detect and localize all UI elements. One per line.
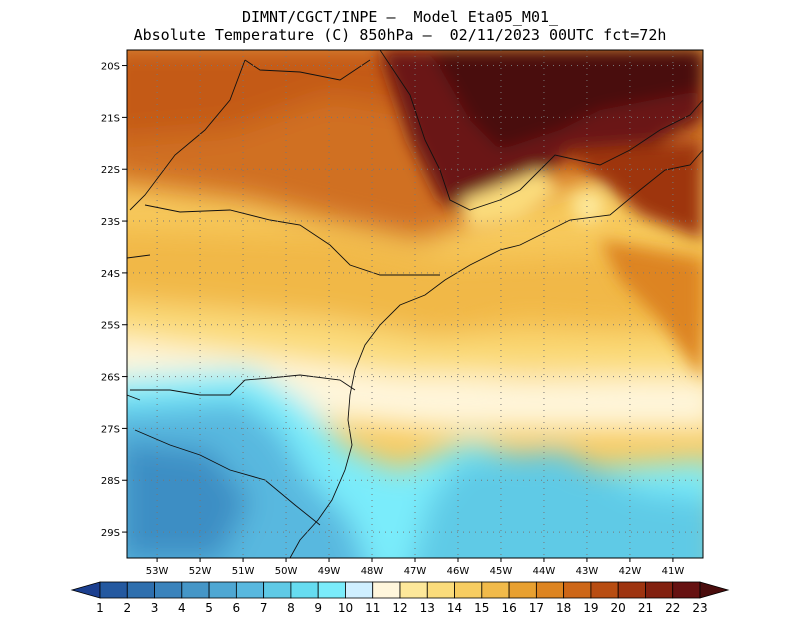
- lon-tick-label: 47W: [404, 566, 427, 577]
- lat-tick-label: 21S: [101, 113, 120, 124]
- colorbar-box: [126, 581, 155, 599]
- lon-axis: 53W 52W 51W 50W 49W 48W 47W 46W 45W 44W 43W 42W 41W: [146, 558, 685, 577]
- ms-border: [244, 59, 371, 81]
- lat-tick-label: 23S: [101, 217, 120, 228]
- colorbar-label: 13: [420, 601, 435, 615]
- lat-tick-label: 20S: [101, 62, 120, 73]
- colorbar-box: [563, 581, 592, 599]
- colorbar-box: [372, 581, 401, 599]
- colorbar-label: 5: [205, 601, 213, 615]
- temperature-field: [127, 50, 703, 558]
- title-line-2: Absolute Temperature (C) 850hPa — 02/11/…: [133, 26, 667, 44]
- colorbar-label: 20: [611, 601, 626, 615]
- lon-tick-label: 42W: [619, 566, 642, 577]
- colorbar-label: 6: [233, 601, 241, 615]
- title-line-1: DIMNT/CGCT/INPE — Model Eta05_M01_: [241, 8, 559, 26]
- colorbar-label: 12: [392, 601, 407, 615]
- colorbar-label: 22: [665, 601, 680, 615]
- lon-tick-label: 52W: [189, 566, 212, 577]
- colorbar-box: [481, 581, 510, 599]
- colorbar-label: 11: [365, 601, 380, 615]
- colorbar-label: 19: [583, 601, 598, 615]
- colorbar-box: [508, 581, 537, 599]
- lat-tick-label: 26S: [101, 373, 120, 384]
- lat-tick-label: 28S: [101, 476, 120, 487]
- colorbar-label: 7: [260, 601, 268, 615]
- lon-tick-label: 43W: [576, 566, 599, 577]
- colorbar-box: [235, 581, 265, 599]
- lon-tick-label: 50W: [275, 566, 298, 577]
- colorbar-box: [208, 581, 237, 599]
- lon-tick-label: 48W: [361, 566, 384, 577]
- colorbar-box: [317, 581, 346, 599]
- colorbar-box: [399, 581, 428, 599]
- lon-tick-label: 45W: [490, 566, 513, 577]
- colorbar-label: 14: [447, 601, 462, 615]
- lat-tick-label: 25S: [101, 321, 120, 332]
- colorbar-label: 10: [338, 601, 353, 615]
- colorbar-label: 2: [123, 601, 131, 615]
- lon-tick-label: 53W: [146, 566, 169, 577]
- colorbar-box: [617, 581, 646, 599]
- colorbar-label: 15: [474, 601, 489, 615]
- colorbar-box: [590, 581, 619, 599]
- colorbar-box: [181, 581, 210, 599]
- colorbar-low-arrow: [70, 581, 101, 599]
- lon-tick-label: 51W: [232, 566, 255, 577]
- colorbar: 1 2 3 4 5 6 7 8 9 10 11 12 13 14 15 16 17 18 19 20 21 22 23: [70, 581, 730, 615]
- colorbar-box: [426, 581, 455, 599]
- colorbar-box: [263, 581, 292, 599]
- state-border-pr-sp: [129, 59, 440, 276]
- colorbar-high-arrow: [699, 581, 730, 599]
- colorbar-label: 3: [151, 601, 159, 615]
- lat-tick-label: 27S: [101, 424, 120, 435]
- colorbar-label: 17: [529, 601, 544, 615]
- colorbar-label: 9: [314, 601, 322, 615]
- lon-tick-label: 41W: [662, 566, 685, 577]
- colorbar-label: 21: [638, 601, 653, 615]
- colorbar-label: 16: [501, 601, 516, 615]
- colorbar-label: 23: [692, 601, 707, 615]
- graticule: [127, 50, 703, 558]
- colorbar-label: 1: [96, 601, 104, 615]
- state-border-sc-pr: [130, 374, 356, 396]
- state-border-rs-sc: [134, 429, 321, 526]
- colorbar-box: [290, 581, 319, 599]
- lon-tick-label: 49W: [318, 566, 341, 577]
- colorbar-box: [345, 581, 374, 599]
- colorbar-label: 4: [178, 601, 186, 615]
- boundaries: [127, 50, 703, 558]
- colorbar-box: [454, 581, 483, 599]
- colorbar-box: [99, 581, 128, 599]
- coastline: [289, 149, 703, 558]
- colorbar-box: [672, 581, 701, 599]
- lat-tick-label: 24S: [101, 269, 120, 280]
- lat-tick-label: 22S: [101, 165, 120, 176]
- lon-tick-label: 44W: [533, 566, 556, 577]
- lat-axis: 20S 21S 22S 23S 24S 25S 26S 27S 28S 29S: [101, 62, 127, 539]
- colorbar-label: 8: [287, 601, 295, 615]
- colorbar-label: 18: [556, 601, 571, 615]
- state-border-sp-mg: [379, 50, 703, 211]
- lon-tick-label: 46W: [447, 566, 470, 577]
- lat-tick-label: 29S: [101, 528, 120, 539]
- country-border: [127, 254, 151, 401]
- colorbar-box: [645, 581, 674, 599]
- colorbar-box: [154, 581, 183, 599]
- colorbar-box: [535, 581, 565, 599]
